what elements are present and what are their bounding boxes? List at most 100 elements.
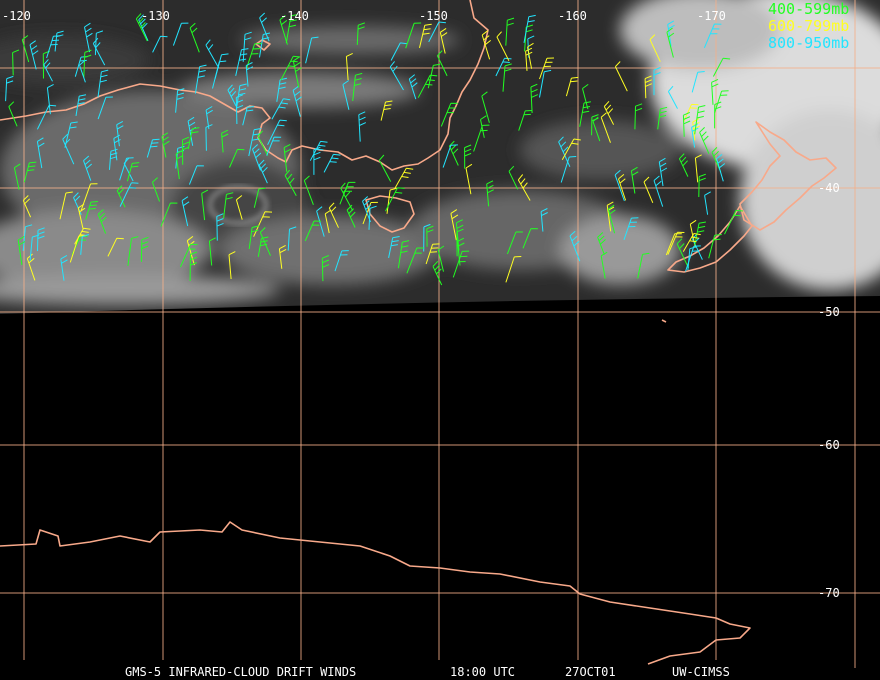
wind-barb	[450, 209, 459, 241]
wind-barb	[428, 21, 446, 43]
wind-barb	[80, 234, 90, 255]
wind-barb	[408, 74, 418, 100]
wind-barb	[380, 100, 393, 121]
wind-barb	[678, 153, 689, 177]
wind-barb	[352, 72, 363, 101]
wind-barb	[285, 14, 298, 44]
wind-barb	[582, 83, 589, 110]
wind-barb	[5, 75, 14, 102]
wind-barb	[94, 30, 104, 56]
wind-barb	[569, 230, 581, 262]
wind-barb	[323, 153, 341, 173]
wind-barb	[405, 22, 422, 49]
wind-barb	[358, 111, 367, 142]
wind-barb	[539, 69, 552, 98]
wind-barb	[634, 103, 643, 130]
wind-barb	[303, 175, 314, 205]
wind-barb	[597, 232, 606, 255]
wind-barb	[188, 165, 204, 185]
wind-barb	[248, 128, 262, 157]
wind-barb	[427, 63, 441, 89]
wind-barb	[109, 148, 118, 170]
wind-barb	[194, 64, 207, 94]
wind-barb	[442, 144, 458, 168]
wind-barb	[187, 127, 200, 150]
wind-barb	[708, 234, 722, 259]
wind-barb	[644, 75, 652, 99]
wind-barb	[523, 14, 536, 43]
new-zealand-coast	[667, 205, 753, 273]
wind-barb	[229, 148, 245, 168]
wind-barb	[46, 35, 61, 59]
wind-barb	[417, 74, 438, 98]
wind-barb	[29, 234, 40, 261]
wind-barb	[235, 48, 249, 77]
wind-barb	[362, 196, 372, 223]
wind-barb	[175, 88, 185, 113]
cloud-image	[0, 0, 880, 314]
wind-barb	[259, 227, 271, 256]
footer-time: 18:00 UTC	[450, 665, 515, 679]
wind-barb	[227, 84, 237, 107]
wind-barb	[248, 225, 260, 250]
wind-barb	[119, 182, 139, 207]
wind-barb	[12, 49, 20, 76]
wind-barb	[464, 144, 472, 169]
footer-title: GMS-5 INFRARED-CLOUD DRIFT WINDS	[125, 665, 356, 679]
wind-barb	[667, 231, 685, 255]
wind-barb	[29, 40, 39, 70]
wind-barb	[637, 252, 650, 279]
wind-barb	[419, 23, 432, 49]
wind-barb	[23, 161, 37, 183]
wind-barb	[388, 236, 400, 258]
wind-barb	[465, 163, 473, 195]
wind-barb	[309, 140, 328, 161]
wind-barb	[518, 110, 533, 131]
wind-barb	[666, 27, 675, 58]
wind-barb	[284, 169, 297, 196]
wind-barb	[691, 71, 705, 93]
wind-barb	[26, 253, 36, 281]
wind-barb	[345, 52, 353, 81]
wind-barbs	[5, 12, 744, 286]
wind-barb	[245, 62, 254, 87]
wind-barb	[502, 63, 512, 92]
wind-barb	[223, 192, 234, 219]
wind-barb	[235, 195, 243, 220]
wind-barb	[116, 120, 124, 147]
wind-barb	[486, 180, 494, 207]
wind-barb	[561, 138, 581, 161]
wind-barb	[508, 165, 519, 190]
wind-barb	[685, 245, 701, 272]
wind-barb	[682, 111, 691, 137]
wind-barb	[113, 134, 121, 161]
wind-barb	[711, 78, 719, 105]
wind-barb	[481, 30, 492, 60]
wind-barb	[456, 228, 464, 257]
wind-barb	[189, 22, 200, 53]
latitude-label: -50	[818, 305, 840, 319]
wind-barb	[201, 189, 209, 221]
wind-barb	[22, 195, 32, 218]
wind-barb	[85, 201, 98, 220]
wind-barb	[716, 154, 726, 182]
wind-barb	[425, 243, 440, 265]
wind-barb	[36, 137, 45, 169]
wind-barb	[107, 237, 124, 257]
wind-barb	[321, 255, 330, 282]
wind-barb	[8, 101, 18, 127]
wind-barb	[340, 182, 354, 211]
wind-barb	[346, 204, 356, 228]
wind-barb	[287, 226, 297, 251]
wind-barb	[97, 96, 113, 120]
wind-barb	[46, 83, 54, 115]
wind-barb	[181, 196, 190, 227]
wind-barb	[172, 22, 189, 46]
longitude-label: -120	[2, 9, 31, 23]
wind-barb	[92, 37, 106, 66]
wind-barb	[496, 31, 510, 62]
labels: -120 -130 -140 -150 -160 -170 -40 -50 -6…	[2, 0, 849, 679]
wind-barb	[397, 240, 410, 269]
wind-barb	[437, 245, 445, 272]
